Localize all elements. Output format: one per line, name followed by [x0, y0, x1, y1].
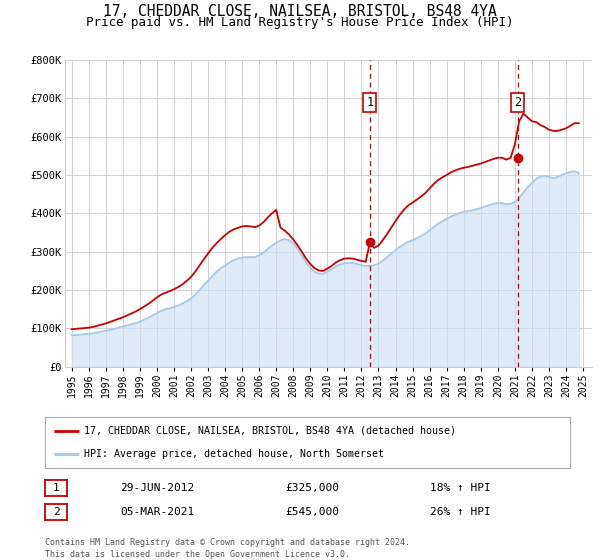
Text: 17, CHEDDAR CLOSE, NAILSEA, BRISTOL, BS48 4YA (detached house): 17, CHEDDAR CLOSE, NAILSEA, BRISTOL, BS4…	[85, 426, 457, 436]
Text: £325,000: £325,000	[285, 483, 339, 493]
Text: 05-MAR-2021: 05-MAR-2021	[120, 507, 194, 517]
Text: HPI: Average price, detached house, North Somerset: HPI: Average price, detached house, Nort…	[85, 449, 385, 459]
Text: 17, CHEDDAR CLOSE, NAILSEA, BRISTOL, BS48 4YA: 17, CHEDDAR CLOSE, NAILSEA, BRISTOL, BS4…	[103, 4, 497, 20]
Text: 18% ↑ HPI: 18% ↑ HPI	[430, 483, 491, 493]
Text: 1: 1	[366, 96, 373, 109]
Text: 29-JUN-2012: 29-JUN-2012	[120, 483, 194, 493]
Text: 26% ↑ HPI: 26% ↑ HPI	[430, 507, 491, 517]
Text: Contains HM Land Registry data © Crown copyright and database right 2024.: Contains HM Land Registry data © Crown c…	[45, 538, 410, 547]
Text: This data is licensed under the Open Government Licence v3.0.: This data is licensed under the Open Gov…	[45, 550, 350, 559]
Text: 2: 2	[53, 507, 59, 517]
Text: £545,000: £545,000	[285, 507, 339, 517]
Text: Price paid vs. HM Land Registry's House Price Index (HPI): Price paid vs. HM Land Registry's House …	[86, 16, 514, 29]
Text: 1: 1	[53, 483, 59, 493]
Text: 2: 2	[514, 96, 521, 109]
